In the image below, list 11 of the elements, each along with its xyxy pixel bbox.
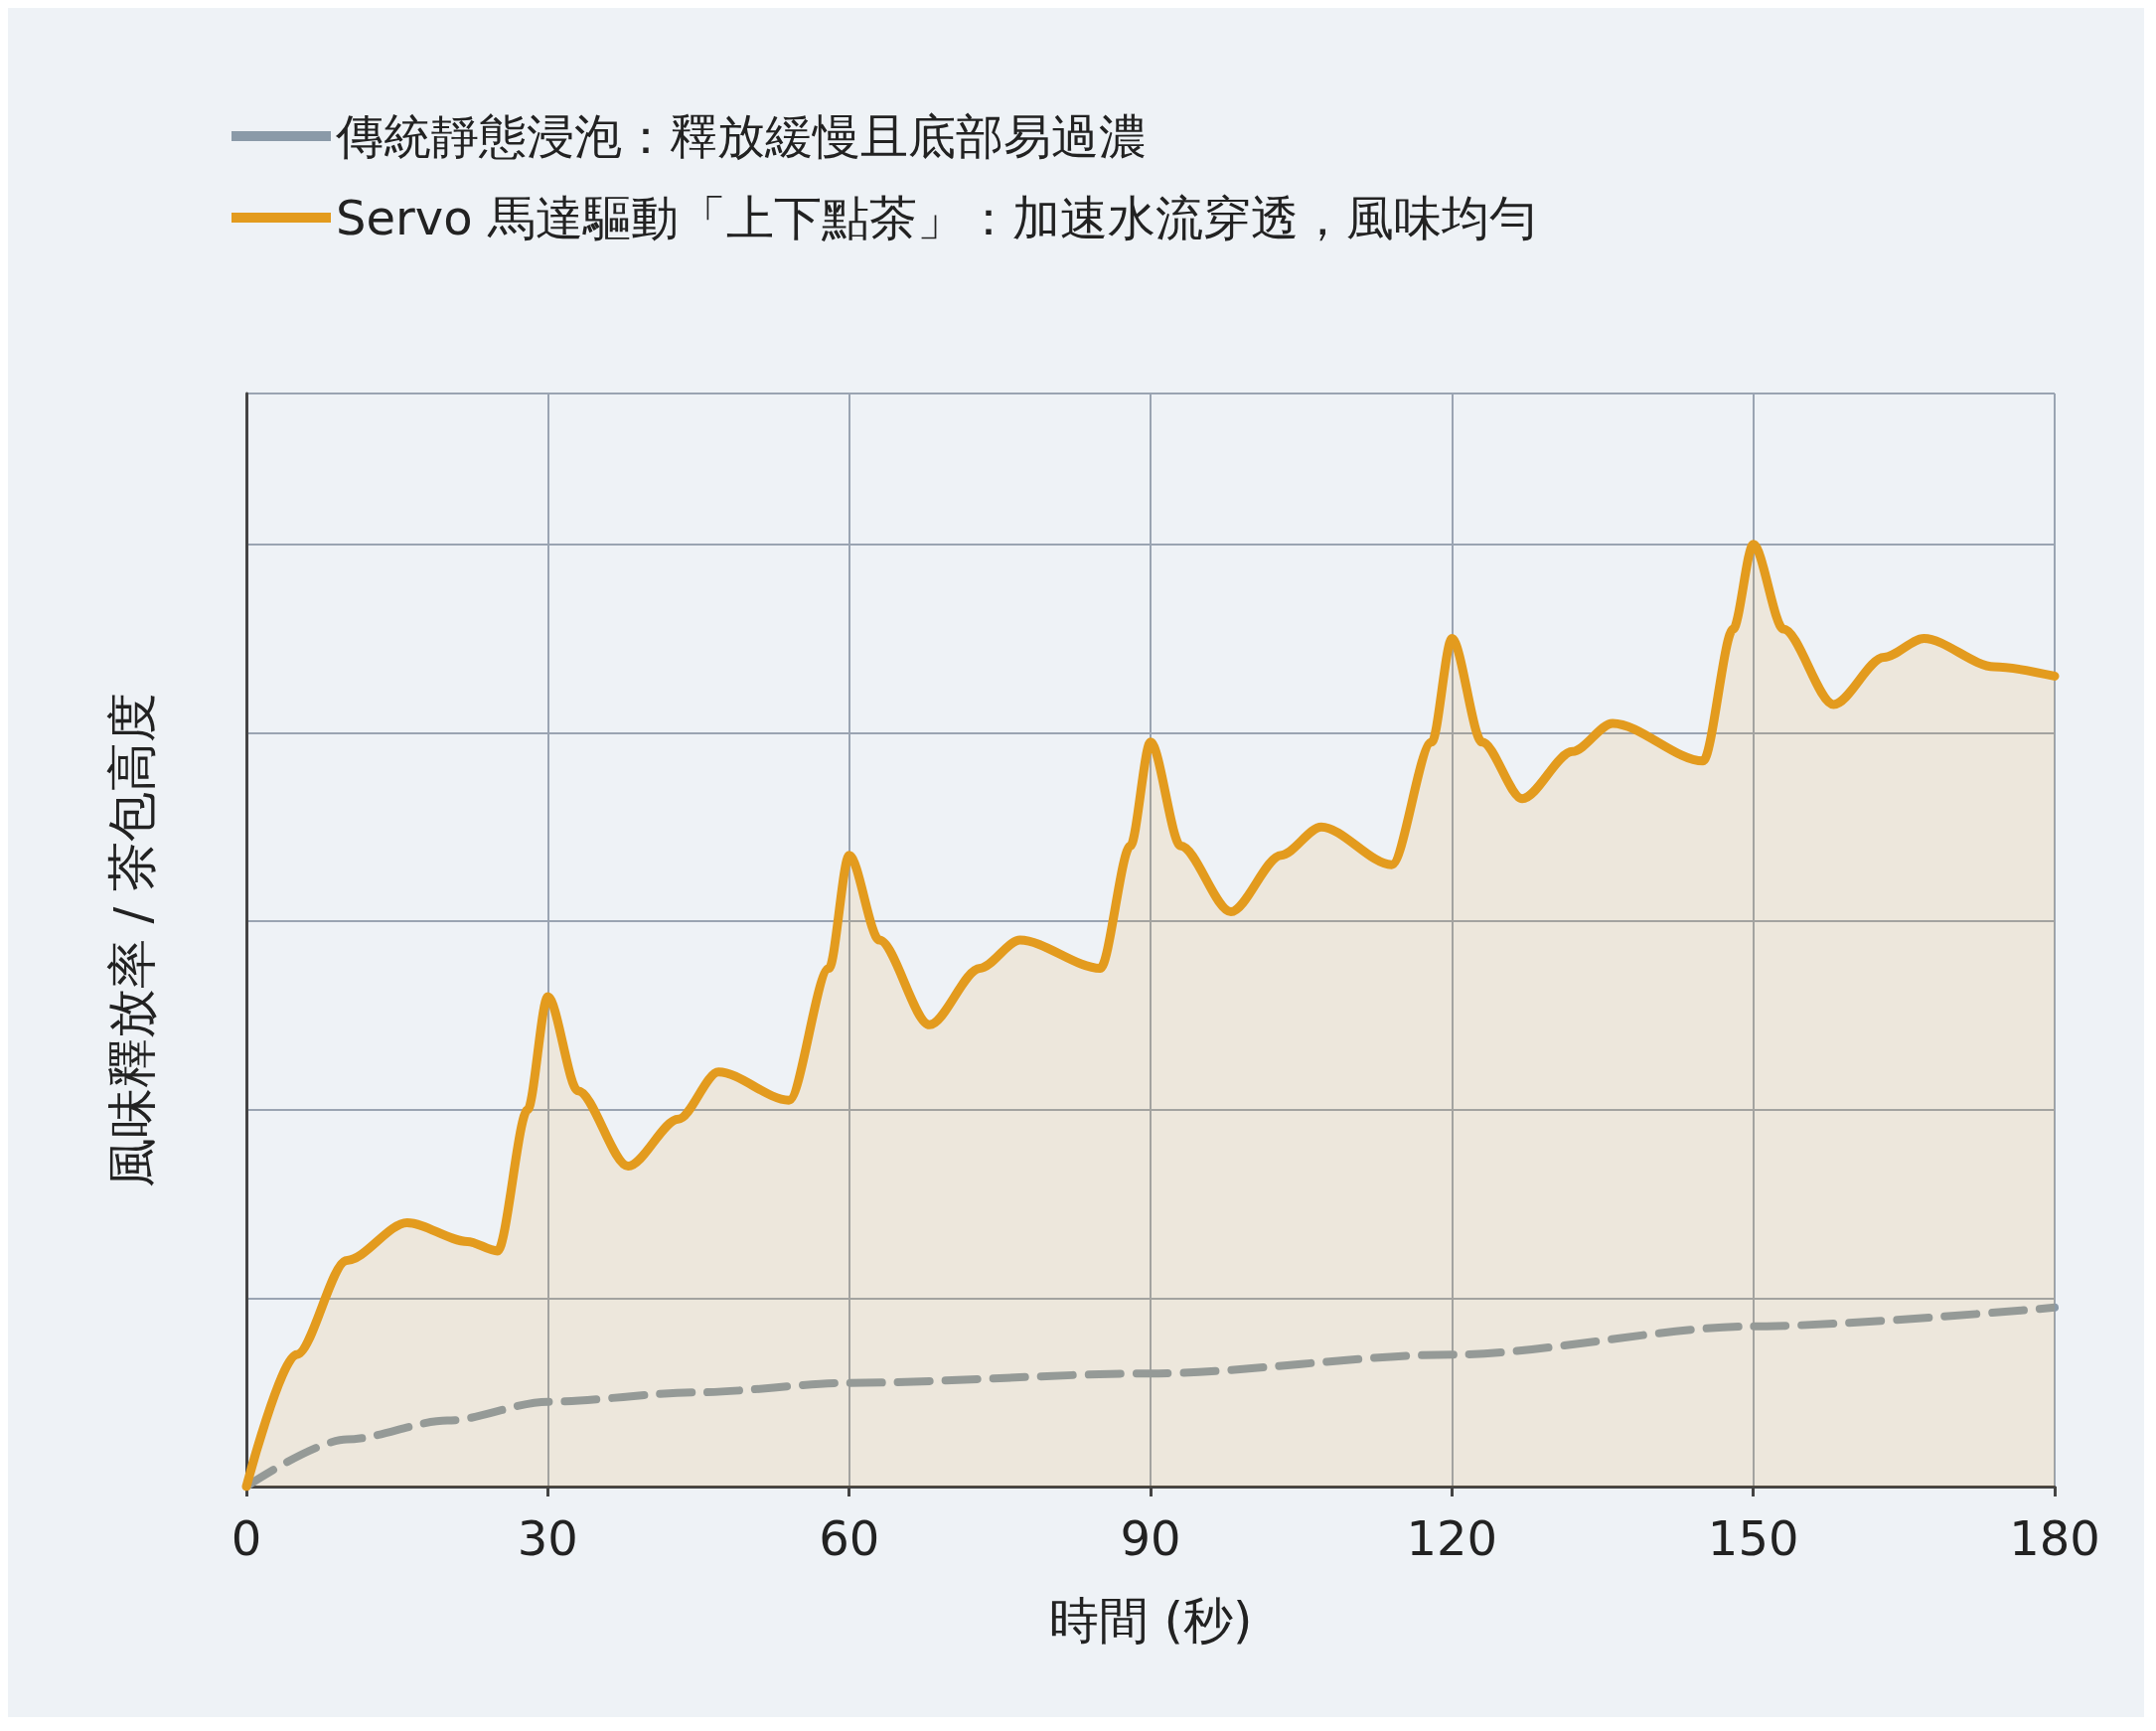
x-tick-label: 120 [1406,1510,1498,1566]
x-tick-label: 0 [231,1510,262,1566]
x-tick-label: 30 [517,1510,578,1566]
legend-label: Servo 馬達驅動「上下點茶」：加速水流穿透，風味均勻 [336,190,1537,245]
x-tick-label: 90 [1120,1510,1181,1566]
y-axis-title: 風味釋放率 / 茶包高度 [103,692,161,1188]
legend-label: 傳統靜態浸泡：釋放緩慢且底部易過濃 [335,108,1147,164]
x-tick-label: 60 [819,1510,880,1566]
x-tick-label: 180 [2009,1510,2100,1566]
x-tick-label: 150 [1707,1510,1799,1566]
x-axis-title: 時間 (秒) [1048,1592,1253,1650]
